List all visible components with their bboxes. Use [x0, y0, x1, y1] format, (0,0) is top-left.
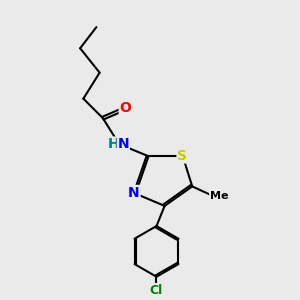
- Text: S: S: [178, 148, 188, 163]
- Text: N: N: [118, 137, 129, 151]
- Text: Me: Me: [210, 191, 229, 201]
- Text: O: O: [120, 101, 132, 116]
- Text: N: N: [128, 186, 140, 200]
- Text: H: H: [107, 137, 119, 151]
- Text: Cl: Cl: [150, 284, 163, 297]
